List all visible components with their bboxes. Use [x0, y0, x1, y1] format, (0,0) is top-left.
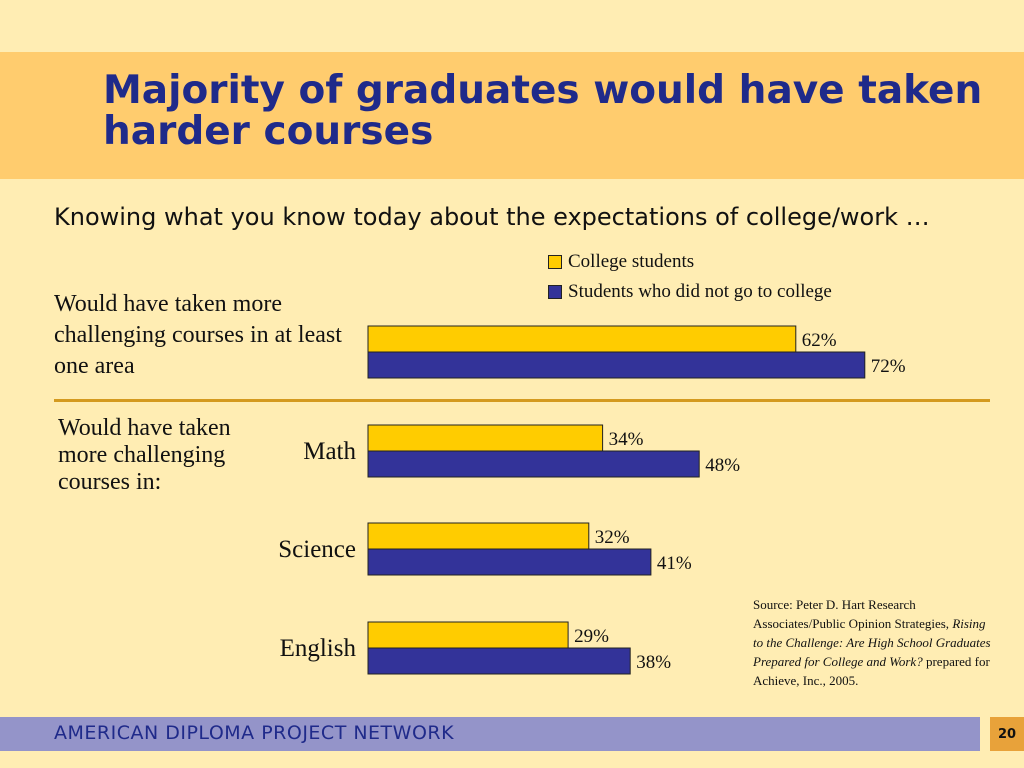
- source-note: Source: Peter D. Hart Research Associate…: [753, 595, 998, 690]
- data-label-no-college-1: 48%: [705, 455, 740, 476]
- bar-college-0: [367, 325, 797, 353]
- legend-item-college: College students: [548, 251, 694, 273]
- legend-label-college: College students: [568, 251, 695, 272]
- bar-no-college-0: [367, 351, 866, 379]
- category-label-math: Math: [303, 438, 356, 465]
- bar-no-college-2: [367, 548, 652, 576]
- slide-subtitle: Knowing what you know today about the ex…: [54, 203, 930, 231]
- data-label-no-college-3: 38%: [636, 652, 671, 673]
- data-label-college-3: 29%: [574, 626, 609, 647]
- group-label-subjects: Would have taken more challenging course…: [58, 415, 231, 495]
- source-title: Rising to the Challenge: Are High School…: [753, 616, 991, 669]
- category-label-english: English: [280, 635, 357, 662]
- data-label-no-college-2: 41%: [657, 553, 692, 574]
- category-label-science: Science: [278, 536, 356, 563]
- bar-college-2: [367, 522, 590, 550]
- legend-swatch-college: [548, 255, 562, 269]
- legend-item-no-college: Students who did not go to college: [548, 281, 832, 303]
- source-suffix: prepared for Achieve, Inc., 2005.: [753, 654, 990, 688]
- legend-label-no-college: Students who did not go to college: [568, 281, 832, 302]
- bar-college-3: [367, 621, 569, 649]
- row-label-overall: Would have taken more challenging course…: [54, 291, 342, 379]
- footer-band: [0, 717, 980, 751]
- data-label-no-college-0: 72%: [871, 356, 906, 377]
- data-label-college-2: 32%: [595, 527, 630, 548]
- bar-no-college-1: [367, 450, 700, 478]
- page-number: 20: [990, 717, 1024, 751]
- title-band: [0, 52, 1024, 179]
- data-label-college-0: 62%: [802, 330, 837, 351]
- bar-college-1: [367, 424, 604, 452]
- slide-title: Majority of graduates would have taken h…: [103, 68, 983, 154]
- footer-text: AMERICAN DIPLOMA PROJECT NETWORK: [54, 722, 455, 744]
- source-prefix: Source: Peter D. Hart Research Associate…: [753, 597, 953, 631]
- legend-swatch-no-college: [548, 285, 562, 299]
- section-divider: [54, 399, 990, 402]
- data-label-college-1: 34%: [609, 429, 644, 450]
- bar-no-college-3: [367, 647, 631, 675]
